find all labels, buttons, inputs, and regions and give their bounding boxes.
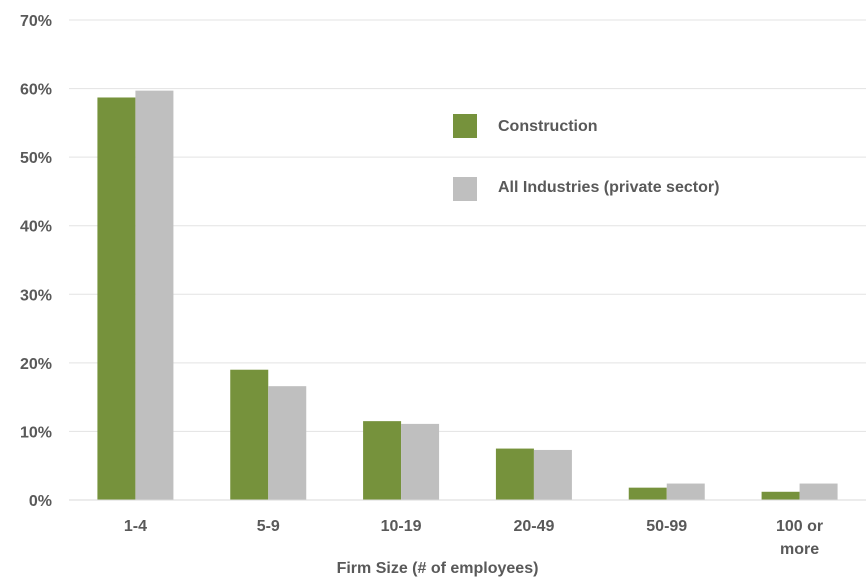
bar-all-industries bbox=[666, 483, 705, 500]
x-tick-label: 10-19 bbox=[381, 518, 422, 535]
bar-construction bbox=[97, 97, 136, 500]
bar-all-industries bbox=[401, 423, 440, 500]
x-tick-label: 100 or more bbox=[776, 518, 823, 558]
bar-all-industries bbox=[799, 483, 838, 500]
bar-all-industries bbox=[533, 449, 572, 500]
y-tick-label: 0% bbox=[29, 493, 52, 510]
y-tick-label: 10% bbox=[20, 424, 52, 441]
bars bbox=[97, 90, 838, 500]
bar-all-industries bbox=[268, 386, 307, 500]
y-tick-label: 30% bbox=[20, 287, 52, 304]
bar-construction bbox=[628, 487, 667, 500]
y-axis-tick-labels: 0% 10% 20% 30% 40% 50% 60% 70% bbox=[20, 13, 52, 510]
bar-construction bbox=[761, 491, 800, 500]
y-tick-label: 40% bbox=[20, 219, 52, 236]
x-tick-label: 1-4 bbox=[124, 518, 147, 535]
x-tick-label: 20-49 bbox=[513, 518, 554, 535]
legend-swatch-all-industries bbox=[453, 177, 477, 201]
y-tick-label: 60% bbox=[20, 82, 52, 99]
bar-construction bbox=[363, 421, 402, 500]
x-axis-title: Firm Size (# of employees) bbox=[337, 560, 539, 577]
legend-swatch-construction bbox=[453, 114, 477, 138]
bar-construction bbox=[495, 448, 534, 500]
legend-label-construction: Construction bbox=[498, 118, 598, 135]
x-tick-label: 5-9 bbox=[257, 518, 280, 535]
legend: Construction All Industries (private sec… bbox=[453, 114, 719, 201]
y-tick-label: 50% bbox=[20, 150, 52, 167]
legend-label-all-industries: All Industries (private sector) bbox=[498, 179, 719, 196]
x-tick-label: 50-99 bbox=[646, 518, 687, 535]
gridlines bbox=[69, 19, 866, 432]
y-tick-label: 20% bbox=[20, 356, 52, 373]
bar-all-industries bbox=[135, 90, 174, 500]
bar-construction bbox=[230, 369, 269, 500]
y-tick-label: 70% bbox=[20, 13, 52, 30]
x-axis-tick-labels: 1-4 5-9 10-19 20-49 50-99 100 or more bbox=[124, 518, 823, 558]
